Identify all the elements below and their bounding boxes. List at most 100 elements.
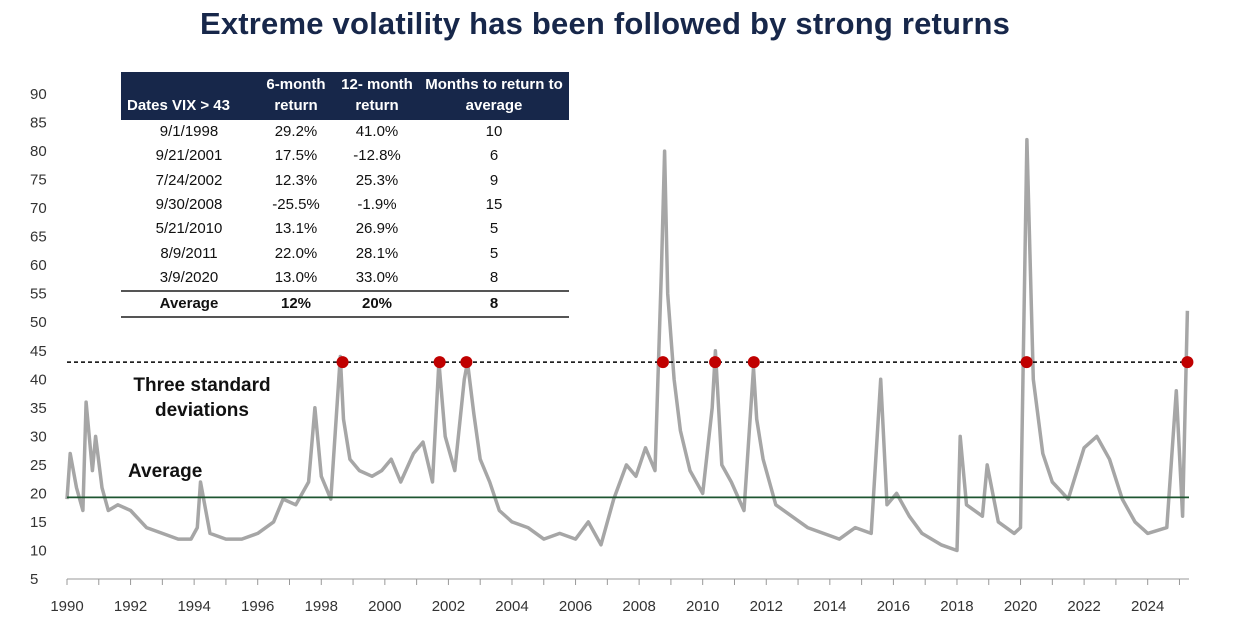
y-tick-label: 45 (30, 343, 47, 360)
y-tick-label: 65 (30, 229, 47, 246)
x-axis: 1990 1992 1994 1996 1998 2000 2002 2004 2006 2008… (50, 578, 1189, 615)
x-tick-label: 2012 (750, 598, 783, 615)
cell-six-month-return: 13.1% (274, 220, 318, 238)
header-12-month: 12- month return (335, 72, 419, 120)
y-tick-label: 25 (30, 457, 47, 474)
x-tick-label: 2008 (622, 598, 655, 615)
header-dates: Dates VIX > 43 (121, 72, 257, 120)
event-marker (709, 356, 722, 369)
x-tick-label: 2018 (940, 598, 973, 615)
x-tick-label: 2004 (495, 598, 528, 615)
three-sd-label: Three standard deviations (133, 375, 271, 421)
header-6-month: 6-month return (257, 72, 335, 120)
y-tick-label: 30 (30, 428, 47, 445)
x-tick-label: 2020 (1004, 598, 1037, 615)
cell-date: 9/30/2008 (155, 196, 223, 214)
y-tick-label: 60 (30, 257, 47, 274)
cell-date: 3/9/2020 (159, 268, 219, 286)
x-tick-label: 1996 (241, 598, 274, 615)
x-tick-label: 1990 (50, 598, 83, 615)
vix-events-table: Dates VIX > 43 6-month return 12- month … (121, 72, 569, 319)
x-tick-label: 1994 (177, 598, 210, 615)
cell-date: Average (121, 290, 257, 319)
x-tick-label: 2016 (877, 598, 910, 615)
x-tick-label: 1992 (114, 598, 147, 615)
y-tick-label: 80 (30, 143, 47, 160)
x-tick-label: 2006 (559, 598, 592, 615)
y-tick-label: 55 (30, 286, 47, 303)
chart-title: Extreme volatility has been followed by … (199, 6, 1011, 41)
y-tick-label: 10 (30, 542, 47, 559)
average-label: Average (128, 461, 203, 482)
table-row: 9/1/1998 29.2% 41.0% 10 (121, 120, 569, 144)
cell-date: 9/21/2001 (155, 147, 223, 165)
event-marker (1181, 356, 1194, 369)
vix-series (65, 137, 1190, 553)
cell-twelve-month-return: 20% (335, 290, 419, 319)
cell-date: 9/1/1998 (159, 123, 219, 141)
event-marker (1020, 356, 1033, 369)
cell-six-month-return: -25.5% (272, 196, 320, 214)
y-tick-label: 5 (30, 571, 38, 588)
cell-twelve-month-return: 25.3% (355, 171, 399, 189)
x-tick-label: 2000 (368, 598, 401, 615)
cell-months-to-average: 15 (485, 196, 503, 214)
cell-six-month-return: 22.0% (274, 244, 318, 262)
cell-months-to-average: 6 (489, 147, 499, 165)
cell-twelve-month-return: 33.0% (355, 268, 399, 286)
x-tick-label: 2022 (1067, 598, 1100, 615)
x-tick-label: 2002 (432, 598, 465, 615)
table-row: 7/24/2002 12.3% 25.3% 9 (121, 169, 569, 193)
y-axis: 5 10 15 20 25 30 35 40 45 50 55 60 65 70 75 80 85 90 (30, 86, 47, 588)
y-tick-label: 90 (30, 86, 47, 103)
cell-twelve-month-return: 28.1% (355, 244, 399, 262)
y-tick-label: 70 (30, 200, 47, 217)
cell-months-to-average: 9 (489, 171, 499, 189)
cell-six-month-return: 29.2% (274, 123, 318, 141)
cell-six-month-return: 17.5% (274, 147, 318, 165)
cell-months-to-average: 5 (489, 220, 499, 238)
x-tick-label: 2024 (1131, 598, 1164, 615)
table-row: 8/9/2011 22.0% 28.1% 5 (121, 241, 569, 265)
cell-months-to-average: 10 (485, 123, 503, 141)
cell-twelve-month-return: -1.9% (357, 196, 397, 214)
cell-months-to-average: 5 (489, 244, 499, 262)
y-tick-label: 75 (30, 172, 47, 189)
cell-date: 8/9/2011 (160, 244, 218, 262)
y-tick-label: 20 (30, 485, 47, 502)
table-row: 9/21/2001 17.5% -12.8% 6 (121, 144, 569, 168)
table-row: 9/30/2008 -25.5% -1.9% 15 (121, 193, 569, 217)
event-marker (747, 356, 760, 369)
y-tick-label: 50 (30, 314, 47, 331)
vix-line (65, 137, 1190, 553)
x-tick-label: 2014 (813, 598, 846, 615)
table-header-row: Dates VIX > 43 6-month return 12- month … (121, 72, 569, 120)
cell-twelve-month-return: 26.9% (355, 220, 399, 238)
table-average-row: Average 12% 20% 8 (121, 290, 569, 319)
y-tick-label: 85 (30, 115, 47, 132)
table-row: 3/9/2020 13.0% 33.0% 8 (121, 266, 569, 291)
reference-lines (67, 361, 1189, 499)
cell-six-month-return: 13.0% (274, 268, 318, 286)
cell-six-month-return: 12% (257, 290, 335, 319)
event-marker (336, 356, 349, 369)
header-months-to-average: Months to return to average (419, 72, 569, 120)
cell-twelve-month-return: 41.0% (355, 123, 399, 141)
event-marker (656, 356, 669, 369)
event-markers (336, 356, 1194, 369)
x-tick-label: 2010 (686, 598, 719, 615)
cell-twelve-month-return: -12.8% (353, 147, 401, 165)
cell-months-to-average: 8 (419, 290, 569, 319)
event-marker (460, 356, 473, 369)
y-tick-label: 40 (30, 371, 47, 388)
cell-date: 7/24/2002 (155, 171, 223, 189)
y-tick-label: 35 (30, 400, 47, 417)
y-tick-label: 15 (30, 514, 47, 531)
table-row: 5/21/2010 13.1% 26.9% 5 (121, 217, 569, 241)
cell-months-to-average: 8 (489, 268, 499, 286)
event-marker (433, 356, 446, 369)
cell-date: 5/21/2010 (155, 220, 223, 238)
x-tick-label: 1998 (305, 598, 338, 615)
cell-six-month-return: 12.3% (274, 171, 318, 189)
